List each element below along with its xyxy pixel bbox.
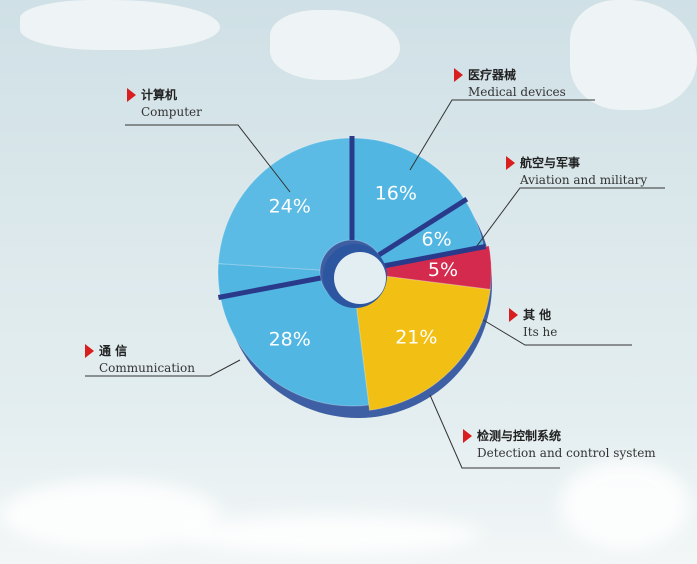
label-cn: 计算机 [141,88,178,102]
slice-5 [217,137,353,271]
donut-hole [334,252,386,304]
label-cn: 其 他 [523,308,552,322]
map-landmass [570,0,697,110]
triangle-marker-icon [85,343,94,358]
label-en: Aviation and military [520,173,648,187]
leader-line [125,124,291,193]
triangle-marker-icon [454,67,463,82]
legend-label-medical: 医疗器械 Medical devices [454,66,566,99]
data-label: 5% [428,259,458,281]
slice-divider [377,197,469,257]
cloud [180,515,480,555]
label-en: Communication [99,361,195,375]
label-cn: 航空与军事 [520,156,581,170]
label-cn: 医疗器械 [468,68,517,82]
data-label: 16% [375,182,417,204]
map-landmass [270,10,400,80]
triangle-marker-icon [463,428,472,443]
data-label: 21% [395,326,437,348]
leader-line [429,394,560,469]
label-en: Medical devices [468,85,566,99]
legend-label-communication: 通 信 Communication [85,342,195,375]
legend-label-detection: 检测与控制系统 Detection and control system [463,427,656,460]
slice-divider [217,275,322,300]
cloud [560,460,690,550]
triangle-marker-icon [509,307,518,322]
legend-label-aviation: 航空与军事 Aviation and military [506,154,647,187]
label-cn: 通 信 [99,344,128,358]
slice-0 [351,137,466,256]
label-en: Detection and control system [477,446,656,460]
data-label: 6% [422,229,452,251]
legend-label-computer: 计算机 Computer [127,86,202,119]
leader-line [85,359,241,377]
label-en: Computer [141,105,202,119]
label-cn: 检测与控制系统 [477,429,562,443]
leader-line [479,317,632,346]
leader-line [464,187,665,263]
label-en: Its he [523,325,558,339]
leader-line [409,99,595,171]
triangle-marker-icon [506,155,515,170]
data-label: 28% [269,328,311,350]
data-label: 24% [269,196,311,218]
triangle-marker-icon [127,87,136,102]
map-landmass [20,0,220,50]
legend-label-other: 其 他 Its he [509,306,557,339]
slice-divider [382,244,487,269]
